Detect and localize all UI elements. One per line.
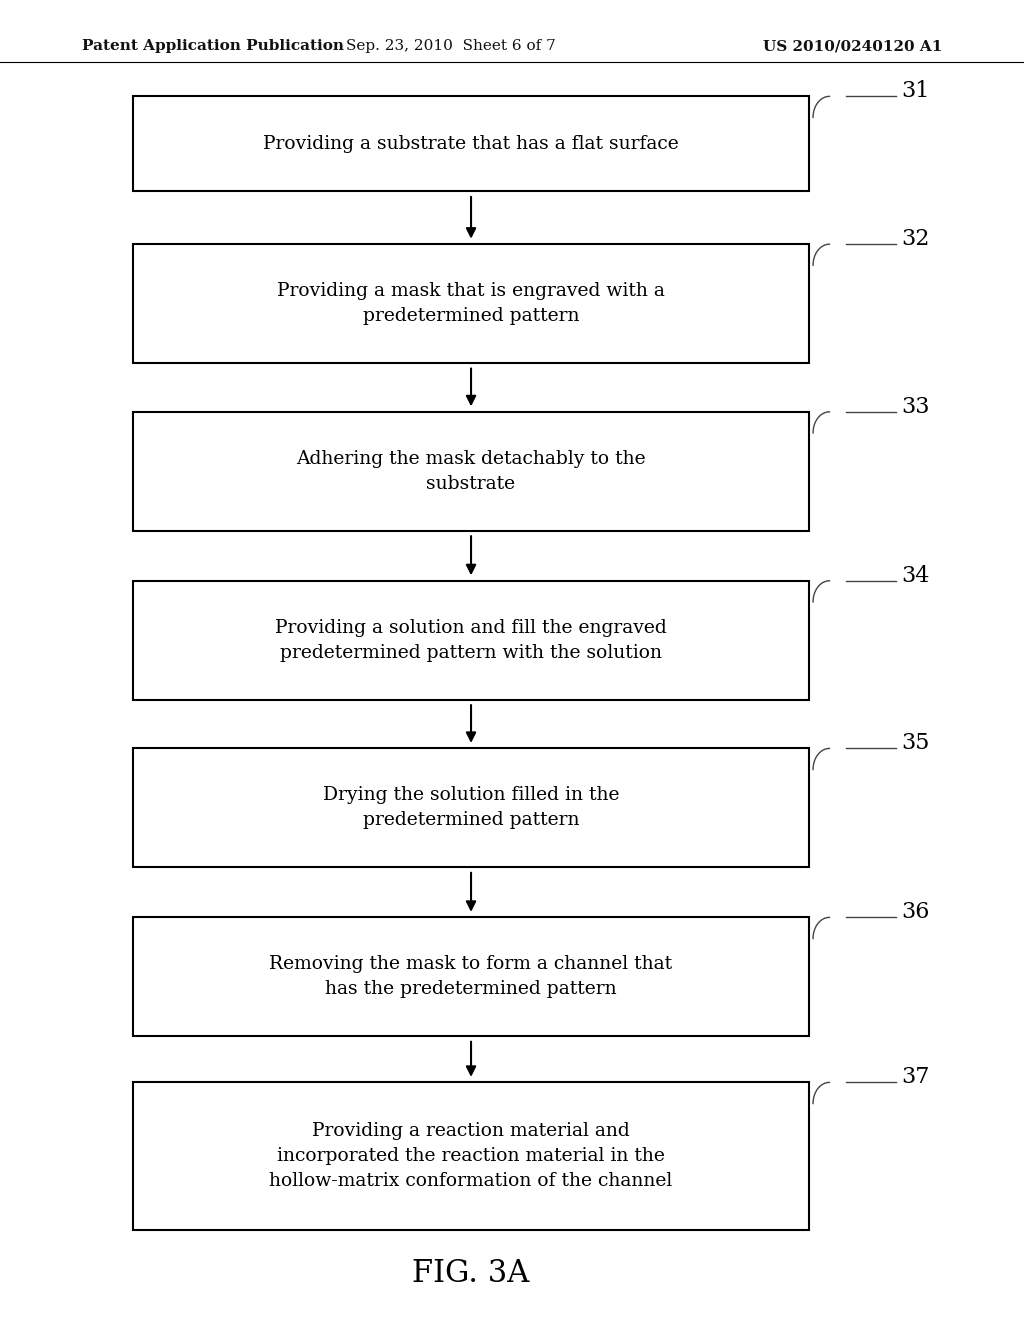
Text: Removing the mask to form a channel that
has the predetermined pattern: Removing the mask to form a channel that…: [269, 956, 673, 998]
Text: Providing a substrate that has a flat surface: Providing a substrate that has a flat su…: [263, 135, 679, 153]
Text: Drying the solution filled in the
predetermined pattern: Drying the solution filled in the predet…: [323, 787, 620, 829]
Text: 34: 34: [901, 565, 930, 586]
FancyBboxPatch shape: [133, 412, 809, 531]
Text: 33: 33: [901, 396, 930, 417]
Text: Providing a solution and fill the engraved
predetermined pattern with the soluti: Providing a solution and fill the engrav…: [275, 619, 667, 661]
Text: Providing a reaction material and
incorporated the reaction material in the
holl: Providing a reaction material and incorp…: [269, 1122, 673, 1191]
FancyBboxPatch shape: [133, 581, 809, 700]
FancyBboxPatch shape: [133, 748, 809, 867]
Text: US 2010/0240120 A1: US 2010/0240120 A1: [763, 40, 942, 53]
Text: Sep. 23, 2010  Sheet 6 of 7: Sep. 23, 2010 Sheet 6 of 7: [346, 40, 555, 53]
Text: FIG. 3A: FIG. 3A: [413, 1258, 529, 1290]
Text: Patent Application Publication: Patent Application Publication: [82, 40, 344, 53]
FancyBboxPatch shape: [133, 244, 809, 363]
Text: 37: 37: [901, 1067, 930, 1088]
Text: 32: 32: [901, 228, 930, 249]
Text: 31: 31: [901, 81, 930, 102]
Text: 36: 36: [901, 902, 930, 923]
FancyBboxPatch shape: [133, 96, 809, 191]
Text: 35: 35: [901, 733, 930, 754]
Text: Providing a mask that is engraved with a
predetermined pattern: Providing a mask that is engraved with a…: [278, 282, 665, 325]
FancyBboxPatch shape: [133, 1082, 809, 1230]
FancyBboxPatch shape: [133, 917, 809, 1036]
Text: Adhering the mask detachably to the
substrate: Adhering the mask detachably to the subs…: [296, 450, 646, 492]
